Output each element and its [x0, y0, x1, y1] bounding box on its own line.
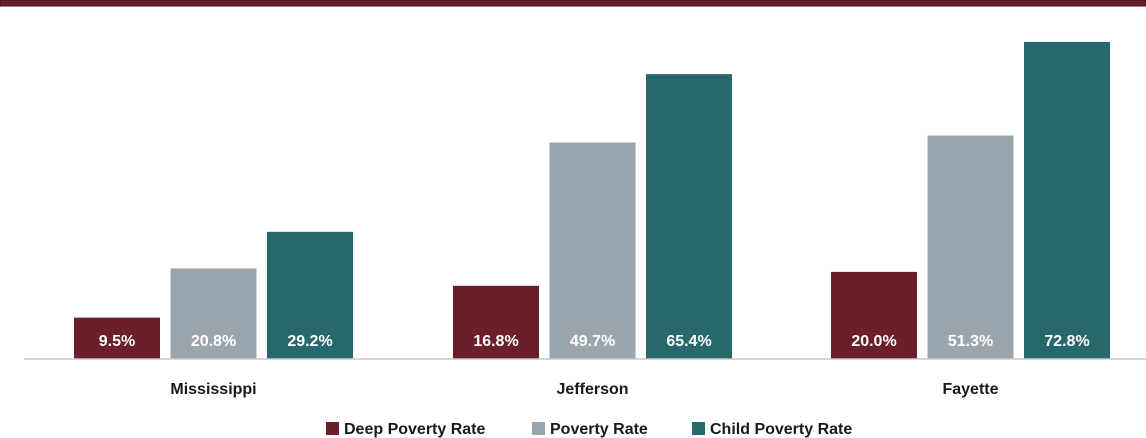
bar-fayette-child-poverty-rate [1024, 41, 1110, 360]
bars-group: 9.5% 20.8% 29.2% 16.8% 49.7% 65.4% 20.0% 51.3% 7… [74, 41, 1110, 360]
legend-label-poverty-rate: Poverty Rate [550, 421, 648, 438]
value-label-mississippi-1: 20.8% [191, 333, 236, 350]
legend-swatch-poverty-rate [532, 422, 545, 435]
value-label-mississippi-0: 9.5% [99, 333, 135, 350]
value-label-jefferson-2: 65.4% [666, 333, 711, 350]
value-label-fayette-2: 72.8% [1044, 333, 1089, 350]
bar-jefferson-child-poverty-rate [646, 74, 732, 360]
value-label-fayette-0: 20.0% [851, 333, 896, 350]
header-band [0, 0, 1146, 7]
bar-jefferson-poverty-rate [549, 142, 636, 359]
legend: Deep Poverty Rate Poverty Rate Child Pover… [326, 421, 852, 438]
bar-mississippi-deep-poverty-rate [74, 317, 160, 359]
bar-fayette-poverty-rate [927, 135, 1014, 359]
category-label-jefferson: Jefferson [556, 381, 628, 398]
legend-swatch-child-poverty-rate [692, 422, 705, 435]
bar-mississippi-poverty-rate [170, 268, 257, 359]
category-label-mississippi: Mississippi [170, 381, 256, 398]
value-label-jefferson-0: 16.8% [473, 333, 518, 350]
category-labels: Mississippi Jefferson Fayette [170, 381, 998, 398]
legend-swatch-deep-poverty-rate [326, 422, 339, 435]
bar-fayette-deep-poverty-rate [831, 271, 917, 359]
value-label-fayette-1: 51.3% [948, 333, 993, 350]
bar-jefferson-deep-poverty-rate [453, 285, 539, 359]
legend-label-child-poverty-rate: Child Poverty Rate [710, 421, 852, 438]
value-label-jefferson-1: 49.7% [570, 333, 615, 350]
category-label-fayette: Fayette [942, 381, 998, 398]
bar-mississippi-child-poverty-rate [267, 231, 353, 359]
value-label-mississippi-2: 29.2% [287, 333, 332, 350]
legend-label-deep-poverty-rate: Deep Poverty Rate [344, 421, 485, 438]
